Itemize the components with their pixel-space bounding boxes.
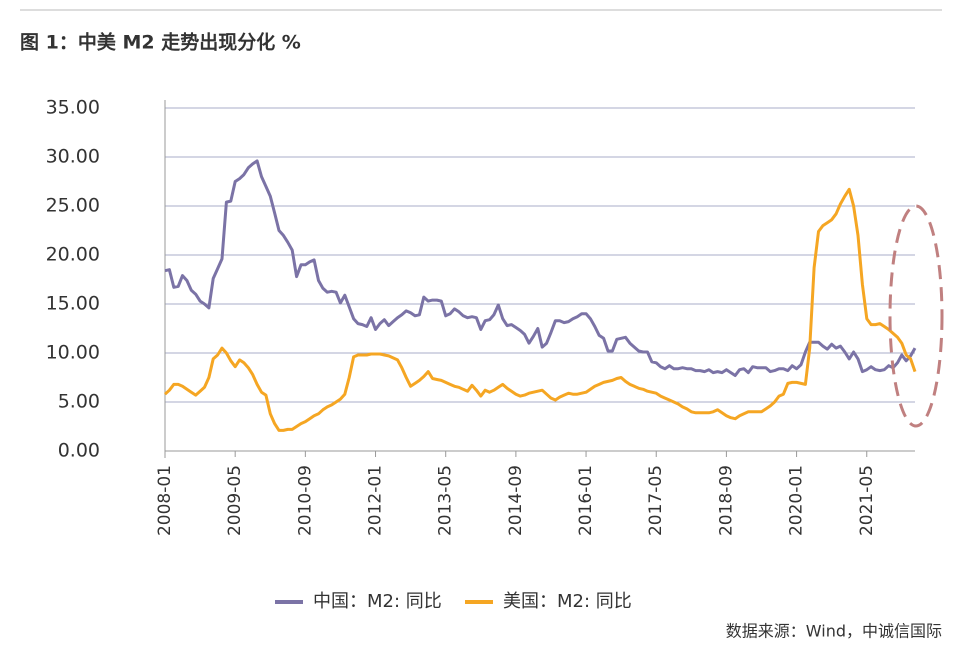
x-tick-label: 2017-05 bbox=[646, 465, 666, 536]
x-tick-label: 2016-01 bbox=[576, 465, 596, 536]
x-tick-label: 2018-09 bbox=[716, 465, 736, 536]
x-tick-label: 2010-09 bbox=[295, 465, 315, 536]
chart-title: 图 1：中美 M2 走势出现分化 % bbox=[20, 31, 301, 54]
x-tick-label: 2021-05 bbox=[857, 465, 877, 536]
series-line bbox=[164, 159, 917, 377]
y-tick-label: 10.00 bbox=[46, 342, 100, 364]
x-tick-label: 2013-05 bbox=[436, 465, 456, 536]
y-tick-label: 0.00 bbox=[58, 440, 100, 462]
x-tick-label: 2012-01 bbox=[366, 465, 386, 536]
y-tick-label: 25.00 bbox=[46, 195, 100, 217]
series-line bbox=[163, 187, 917, 432]
y-tick-label: 15.00 bbox=[46, 293, 100, 315]
y-tick-label: 5.00 bbox=[58, 391, 100, 413]
x-tick-label: 2020-01 bbox=[787, 465, 807, 536]
legend-label: 中国：M2: 同比 bbox=[313, 591, 442, 612]
legend-label: 美国：M2: 同比 bbox=[503, 591, 632, 612]
x-tick-label: 2008-01 bbox=[155, 465, 175, 536]
source-note: 数据来源：Wind，中诚信国际 bbox=[726, 622, 942, 641]
y-tick-label: 35.00 bbox=[46, 97, 100, 119]
x-tick-label: 2009-05 bbox=[225, 465, 245, 536]
y-tick-label: 20.00 bbox=[46, 244, 100, 266]
y-tick-label: 30.00 bbox=[46, 146, 100, 168]
highlight-ellipse bbox=[888, 204, 944, 428]
x-tick-label: 2014-09 bbox=[506, 465, 526, 536]
